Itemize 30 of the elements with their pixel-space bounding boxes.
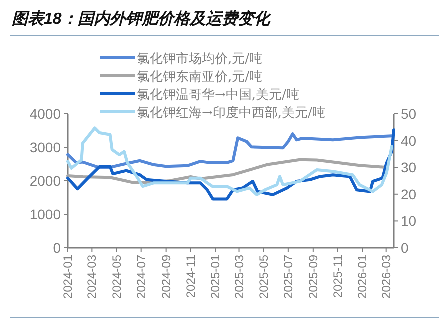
x-tick-label: 2025-11 [330,254,345,298]
x-tick-label: 2024-05 [110,254,124,300]
y2-tick-label: 10 [401,213,417,230]
legend-label: 氯化钾市场均价,元/吨 [137,52,263,67]
y-tick-label: 1000 [30,206,62,222]
x-tick-label: 2025-09 [306,254,320,300]
y2-tick-label: 50 [401,106,417,122]
y-tick-label: 3000 [30,140,62,156]
x-tick-label: 2026-01 [356,254,370,300]
x-tick-label: 2024-07 [134,254,148,300]
legend-label: 氯化钾红海→印度中西部,美元/吨 [137,105,326,121]
x-tick-label: 2024-11 [184,254,198,298]
legend-label: 氯化钾温哥华→中国,美元/吨 [137,87,300,103]
y-tick-label: 4000 [30,106,62,122]
x-tick-label: 2025-07 [281,254,296,300]
x-tick-label: 2025-05 [256,254,271,300]
y-tick-label: 2000 [30,173,62,189]
x-tick-label: 2024-01 [61,254,75,300]
y2-tick-label: 40 [401,132,417,149]
legend-label: 氯化钾东南亚价,元/吨 [137,70,263,85]
x-tick-label: 2025-01 [208,254,222,300]
y2-tick-label: 20 [401,186,417,202]
x-tick-label: 2026-03 [379,254,394,300]
x-tick-label: 2025-03 [232,254,246,300]
y-tick-label: 0 [53,240,62,256]
title: 图表18：国内外钾肥价格及运费变化 [12,11,270,28]
y2-tick-label: 0 [401,240,409,256]
y2-tick-label: 30 [401,160,417,176]
x-tick-label: 2024-03 [85,254,100,300]
x-tick-label: 2024-09 [159,254,174,300]
